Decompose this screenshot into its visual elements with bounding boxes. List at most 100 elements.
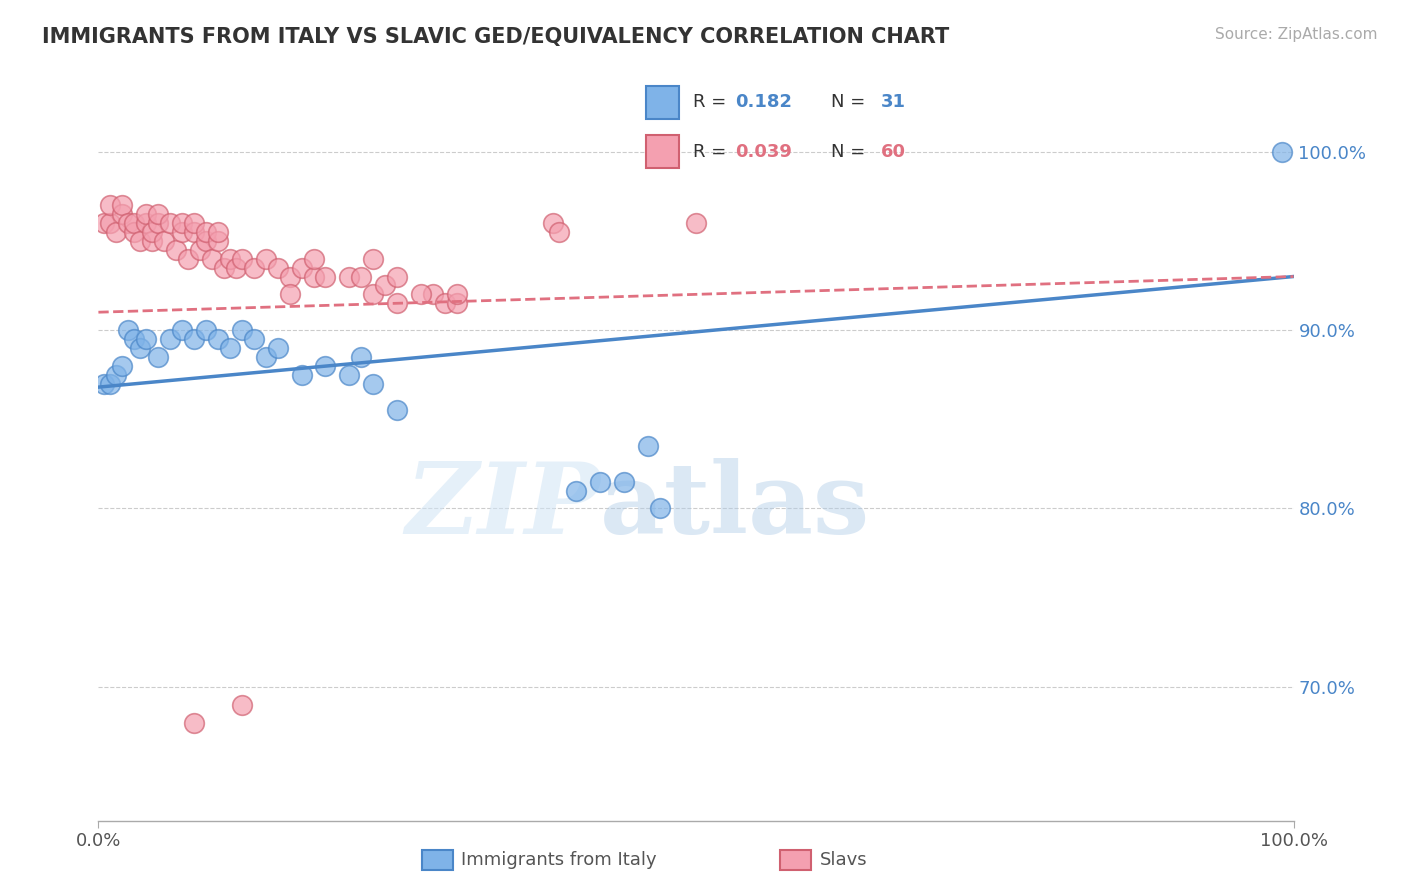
Point <box>141 225 163 239</box>
Point <box>374 278 396 293</box>
Point <box>172 323 194 337</box>
Point <box>105 368 128 382</box>
Point <box>231 323 253 337</box>
Point <box>243 260 266 275</box>
Point <box>153 234 176 248</box>
Point <box>124 332 146 346</box>
Point <box>195 225 218 239</box>
Point <box>135 216 157 230</box>
Text: 31: 31 <box>882 94 905 112</box>
Point <box>93 376 115 391</box>
Point <box>254 350 277 364</box>
Point <box>291 368 314 382</box>
Point <box>148 350 170 364</box>
Point <box>207 234 229 248</box>
Point <box>267 260 290 275</box>
Point <box>183 715 205 730</box>
Point <box>201 252 224 266</box>
Text: N =: N = <box>831 143 872 161</box>
Point <box>148 216 170 230</box>
Point <box>135 207 157 221</box>
Point <box>363 252 385 266</box>
Point <box>159 216 181 230</box>
Point <box>111 359 134 373</box>
Point <box>177 252 200 266</box>
Point <box>541 216 564 230</box>
Point <box>350 350 373 364</box>
Point <box>124 225 146 239</box>
Point <box>207 225 229 239</box>
Point <box>446 287 468 301</box>
Text: atlas: atlas <box>600 458 870 555</box>
FancyBboxPatch shape <box>647 87 679 119</box>
Point <box>219 252 242 266</box>
Point <box>434 296 457 310</box>
Point <box>613 475 636 489</box>
Point <box>105 225 128 239</box>
Point <box>219 341 242 355</box>
Point <box>195 234 218 248</box>
Point <box>278 269 301 284</box>
Text: ZIP: ZIP <box>405 458 600 555</box>
Point <box>302 269 325 284</box>
Point <box>385 296 409 310</box>
Point <box>183 225 205 239</box>
Point <box>124 216 146 230</box>
Point <box>291 260 314 275</box>
Point <box>685 216 707 230</box>
Point <box>446 296 468 310</box>
Point <box>231 252 253 266</box>
Point <box>172 225 194 239</box>
Point <box>135 332 157 346</box>
Point <box>93 216 115 230</box>
Point <box>148 207 170 221</box>
Point <box>547 225 569 239</box>
Text: 0.182: 0.182 <box>735 94 793 112</box>
Point <box>172 216 194 230</box>
Point <box>385 403 409 417</box>
Point <box>422 287 444 301</box>
Point <box>315 359 337 373</box>
Point <box>339 368 361 382</box>
Point <box>589 475 612 489</box>
Point <box>165 243 187 257</box>
Point <box>117 216 139 230</box>
FancyBboxPatch shape <box>647 136 679 168</box>
Text: IMMIGRANTS FROM ITALY VS SLAVIC GED/EQUIVALENCY CORRELATION CHART: IMMIGRANTS FROM ITALY VS SLAVIC GED/EQUI… <box>42 27 949 46</box>
Text: Slavs: Slavs <box>820 851 868 869</box>
Point <box>117 323 139 337</box>
Point <box>254 252 277 266</box>
Point <box>1271 145 1294 159</box>
Point <box>302 252 325 266</box>
Text: Immigrants from Italy: Immigrants from Italy <box>461 851 657 869</box>
Point <box>363 287 385 301</box>
Point <box>231 698 253 712</box>
Point <box>363 376 385 391</box>
Point <box>98 198 122 212</box>
Point <box>129 234 152 248</box>
Point <box>111 207 134 221</box>
Point <box>183 332 205 346</box>
Point <box>98 376 122 391</box>
Point <box>98 216 122 230</box>
Point <box>267 341 290 355</box>
Point <box>183 216 205 230</box>
Point <box>648 501 672 516</box>
Point <box>278 287 301 301</box>
Point <box>195 323 218 337</box>
Point <box>339 269 361 284</box>
Point <box>243 332 266 346</box>
Point <box>111 198 134 212</box>
Text: N =: N = <box>831 94 872 112</box>
Point <box>225 260 247 275</box>
Point <box>188 243 211 257</box>
Point <box>207 332 229 346</box>
Point <box>411 287 433 301</box>
Point <box>637 439 659 453</box>
Point <box>212 260 235 275</box>
Point <box>350 269 373 284</box>
Point <box>159 332 181 346</box>
Point <box>385 269 409 284</box>
Point <box>141 234 163 248</box>
Text: R =: R = <box>693 143 731 161</box>
